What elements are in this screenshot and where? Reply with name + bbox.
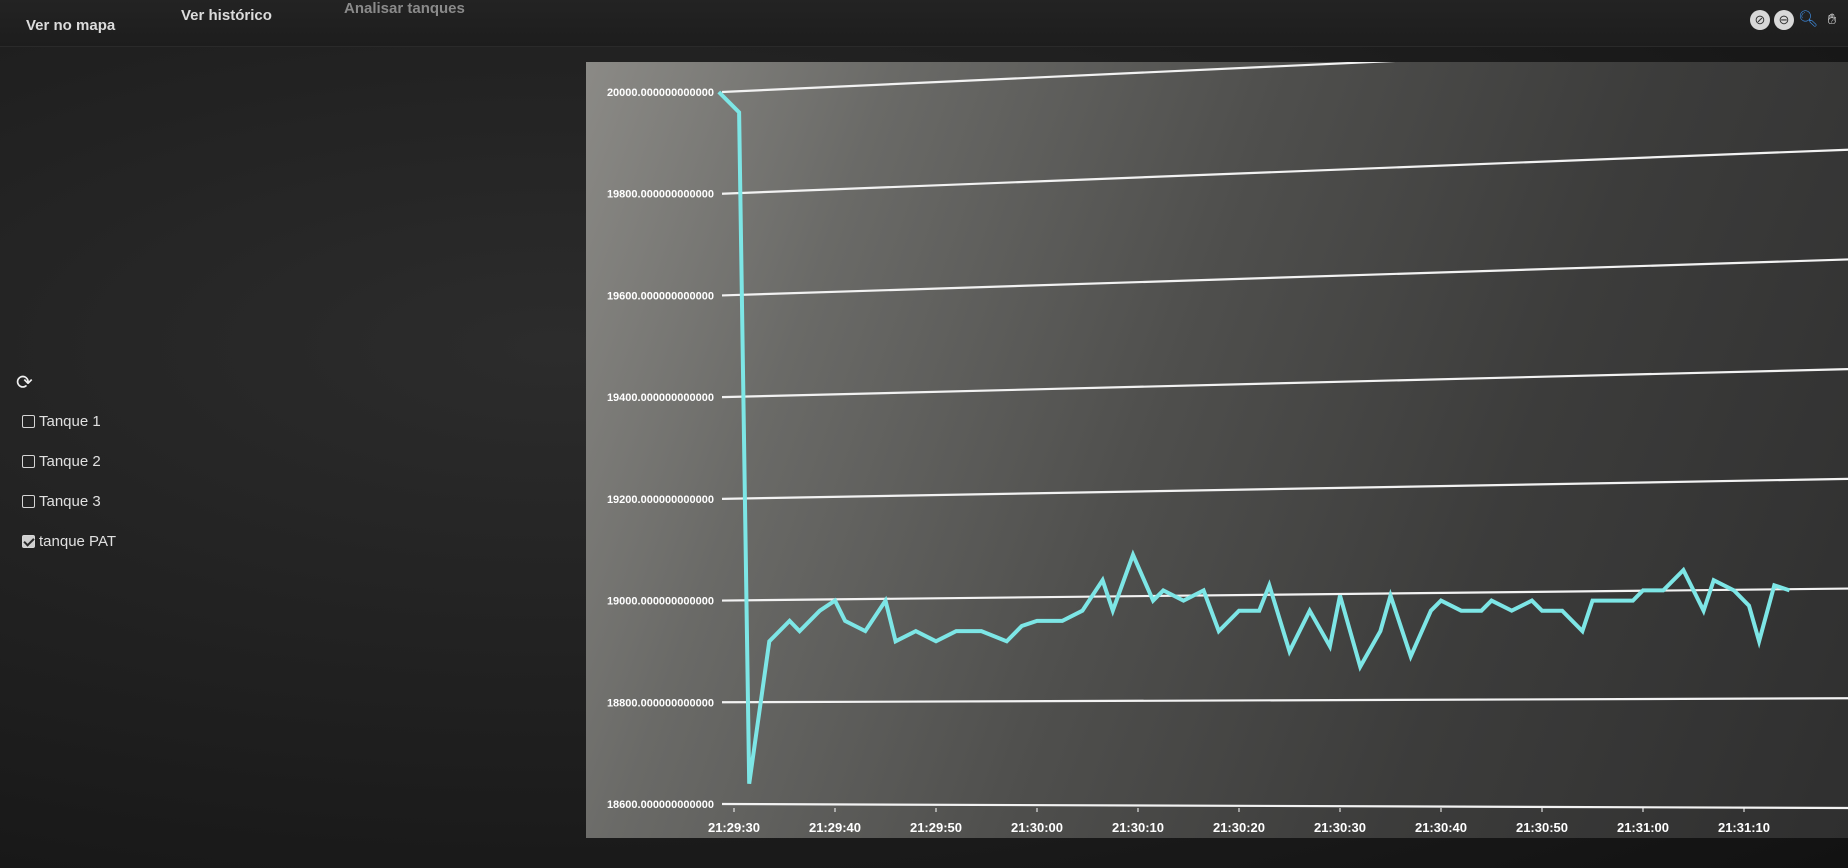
tank-checkbox[interactable] — [22, 454, 35, 468]
gridline — [721, 697, 1848, 704]
gridline — [721, 62, 1396, 94]
x-tick-label: 21:30:20 — [1213, 820, 1265, 835]
zoom-reset-icon[interactable]: ⊘ — [1750, 10, 1770, 30]
y-tick-label: 18600.000000000000 — [607, 799, 714, 811]
tank-label: Tanque 3 — [39, 492, 101, 510]
tank-list: Tanque 1 Tanque 2 Tanque 3 tanque PAT — [16, 408, 216, 554]
tank-option[interactable]: Tanque 2 — [16, 448, 216, 474]
gridline — [721, 258, 1848, 297]
line-chart[interactable]: 20000.000000000000 19800.000000000000 1960… — [586, 62, 1848, 838]
top-navbar: Ver no mapa Ver histórico Analisar tanqu… — [0, 0, 1848, 47]
pan-hand-icon[interactable]: ✋︎ — [1827, 11, 1837, 28]
tank-label: Tanque 1 — [39, 412, 101, 430]
chart-toolbar: ⊘ ⊖ 🔍︎ ✋︎ — [1750, 10, 1842, 30]
gridline — [721, 477, 1848, 500]
tank-label: Tanque 2 — [39, 452, 101, 470]
gridline — [721, 802, 1848, 810]
x-tick-label: 21:29:30 — [708, 820, 760, 835]
x-tick-label: 21:30:40 — [1415, 820, 1467, 835]
tank-option[interactable]: tanque PAT — [16, 528, 216, 554]
x-tick-label: 21:31:10 — [1718, 820, 1770, 835]
gridline — [721, 368, 1848, 399]
y-tick-label: 18800.000000000000 — [607, 697, 714, 709]
y-tick-label: 19400.000000000000 — [607, 392, 714, 404]
gridline — [721, 148, 1848, 195]
tank-checkbox[interactable] — [22, 414, 35, 428]
y-tick-label: 19000.000000000000 — [607, 596, 714, 608]
tank-option[interactable]: Tanque 1 — [16, 408, 216, 434]
y-tick-label: 19800.000000000000 — [607, 189, 714, 201]
y-tick-label: 19200.000000000000 — [607, 494, 714, 506]
zoom-out-icon[interactable]: ⊖ — [1774, 10, 1794, 30]
x-tick-label: 21:30:10 — [1112, 820, 1164, 835]
tank-checkbox[interactable] — [22, 494, 35, 508]
refresh-icon[interactable]: ⟳ — [16, 372, 33, 394]
nav-ver-historico[interactable]: Ver histórico — [181, 7, 272, 24]
tank-label: tanque PAT — [39, 532, 116, 550]
tank-option[interactable]: Tanque 3 — [16, 488, 216, 514]
tank-checkbox[interactable] — [22, 534, 35, 548]
x-tick-label: 21:29:50 — [910, 820, 962, 835]
x-tick-label: 21:31:00 — [1617, 820, 1669, 835]
x-tick-label: 21:30:00 — [1011, 820, 1063, 835]
x-tick-label: 21:30:50 — [1516, 820, 1568, 835]
x-tick-label: 21:30:30 — [1314, 820, 1366, 835]
zoom-in-icon[interactable]: 🔍︎ — [1798, 11, 1819, 28]
y-tick-label: 20000.000000000000 — [607, 87, 714, 99]
gridline — [721, 587, 1848, 602]
y-tick-label: 19600.000000000000 — [607, 290, 714, 302]
nav-analisar-tanques[interactable]: Analisar tanques — [344, 0, 465, 17]
chart-panel[interactable]: 20000.000000000000 19800.000000000000 1960… — [586, 62, 1848, 838]
x-tick-label: 21:29:40 — [809, 820, 861, 835]
series-line — [717, 90, 1791, 784]
tank-selector-panel: ⟳ Tanque 1 Tanque 2 Tanque 3 tanque PAT — [16, 372, 216, 554]
nav-ver-no-mapa[interactable]: Ver no mapa — [26, 17, 116, 34]
